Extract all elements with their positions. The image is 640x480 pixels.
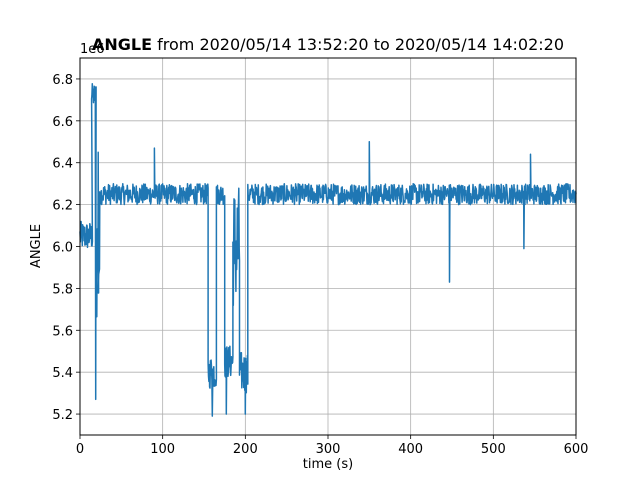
x-axis-label: time (s): [303, 457, 353, 472]
y-axis-label: ANGLE: [29, 224, 44, 268]
y-tick-label: 6.2: [52, 199, 73, 214]
y-axis: 5.2 5.4 5.6 5.8 6.0 6.2 6.4 6.6 6.8: [52, 73, 80, 423]
x-tick-label: 500: [481, 442, 506, 457]
y-tick-label: 6.0: [52, 241, 73, 256]
chart-title-bold: ANGLE: [92, 35, 152, 54]
chart-title: ANGLE from 2020/05/14 13:52:20 to 2020/0…: [92, 35, 564, 54]
x-tick-label: 600: [564, 442, 589, 457]
y-tick-label: 5.2: [52, 408, 73, 423]
y-tick-label: 5.4: [52, 366, 73, 381]
y-tick-label: 6.4: [52, 157, 73, 172]
plot-area: [79, 83, 577, 417]
y-tick-label: 6.8: [52, 73, 73, 88]
y-tick-label: 5.8: [52, 282, 73, 297]
x-tick-label: 300: [316, 442, 341, 457]
x-tick-label: 0: [76, 442, 84, 457]
x-tick-label: 400: [398, 442, 423, 457]
y-offset-label: 1e6: [80, 42, 105, 57]
x-tick-label: 100: [150, 442, 175, 457]
x-tick-label: 200: [233, 442, 258, 457]
series-line: [79, 83, 577, 417]
grid: [79, 58, 577, 435]
chart-title-rest: from 2020/05/14 13:52:20 to 2020/05/14 1…: [152, 35, 564, 54]
y-tick-label: 5.6: [52, 324, 73, 339]
y-tick-label: 6.6: [52, 115, 73, 130]
x-axis: 0 100 200 300 400 500 600: [76, 435, 589, 457]
